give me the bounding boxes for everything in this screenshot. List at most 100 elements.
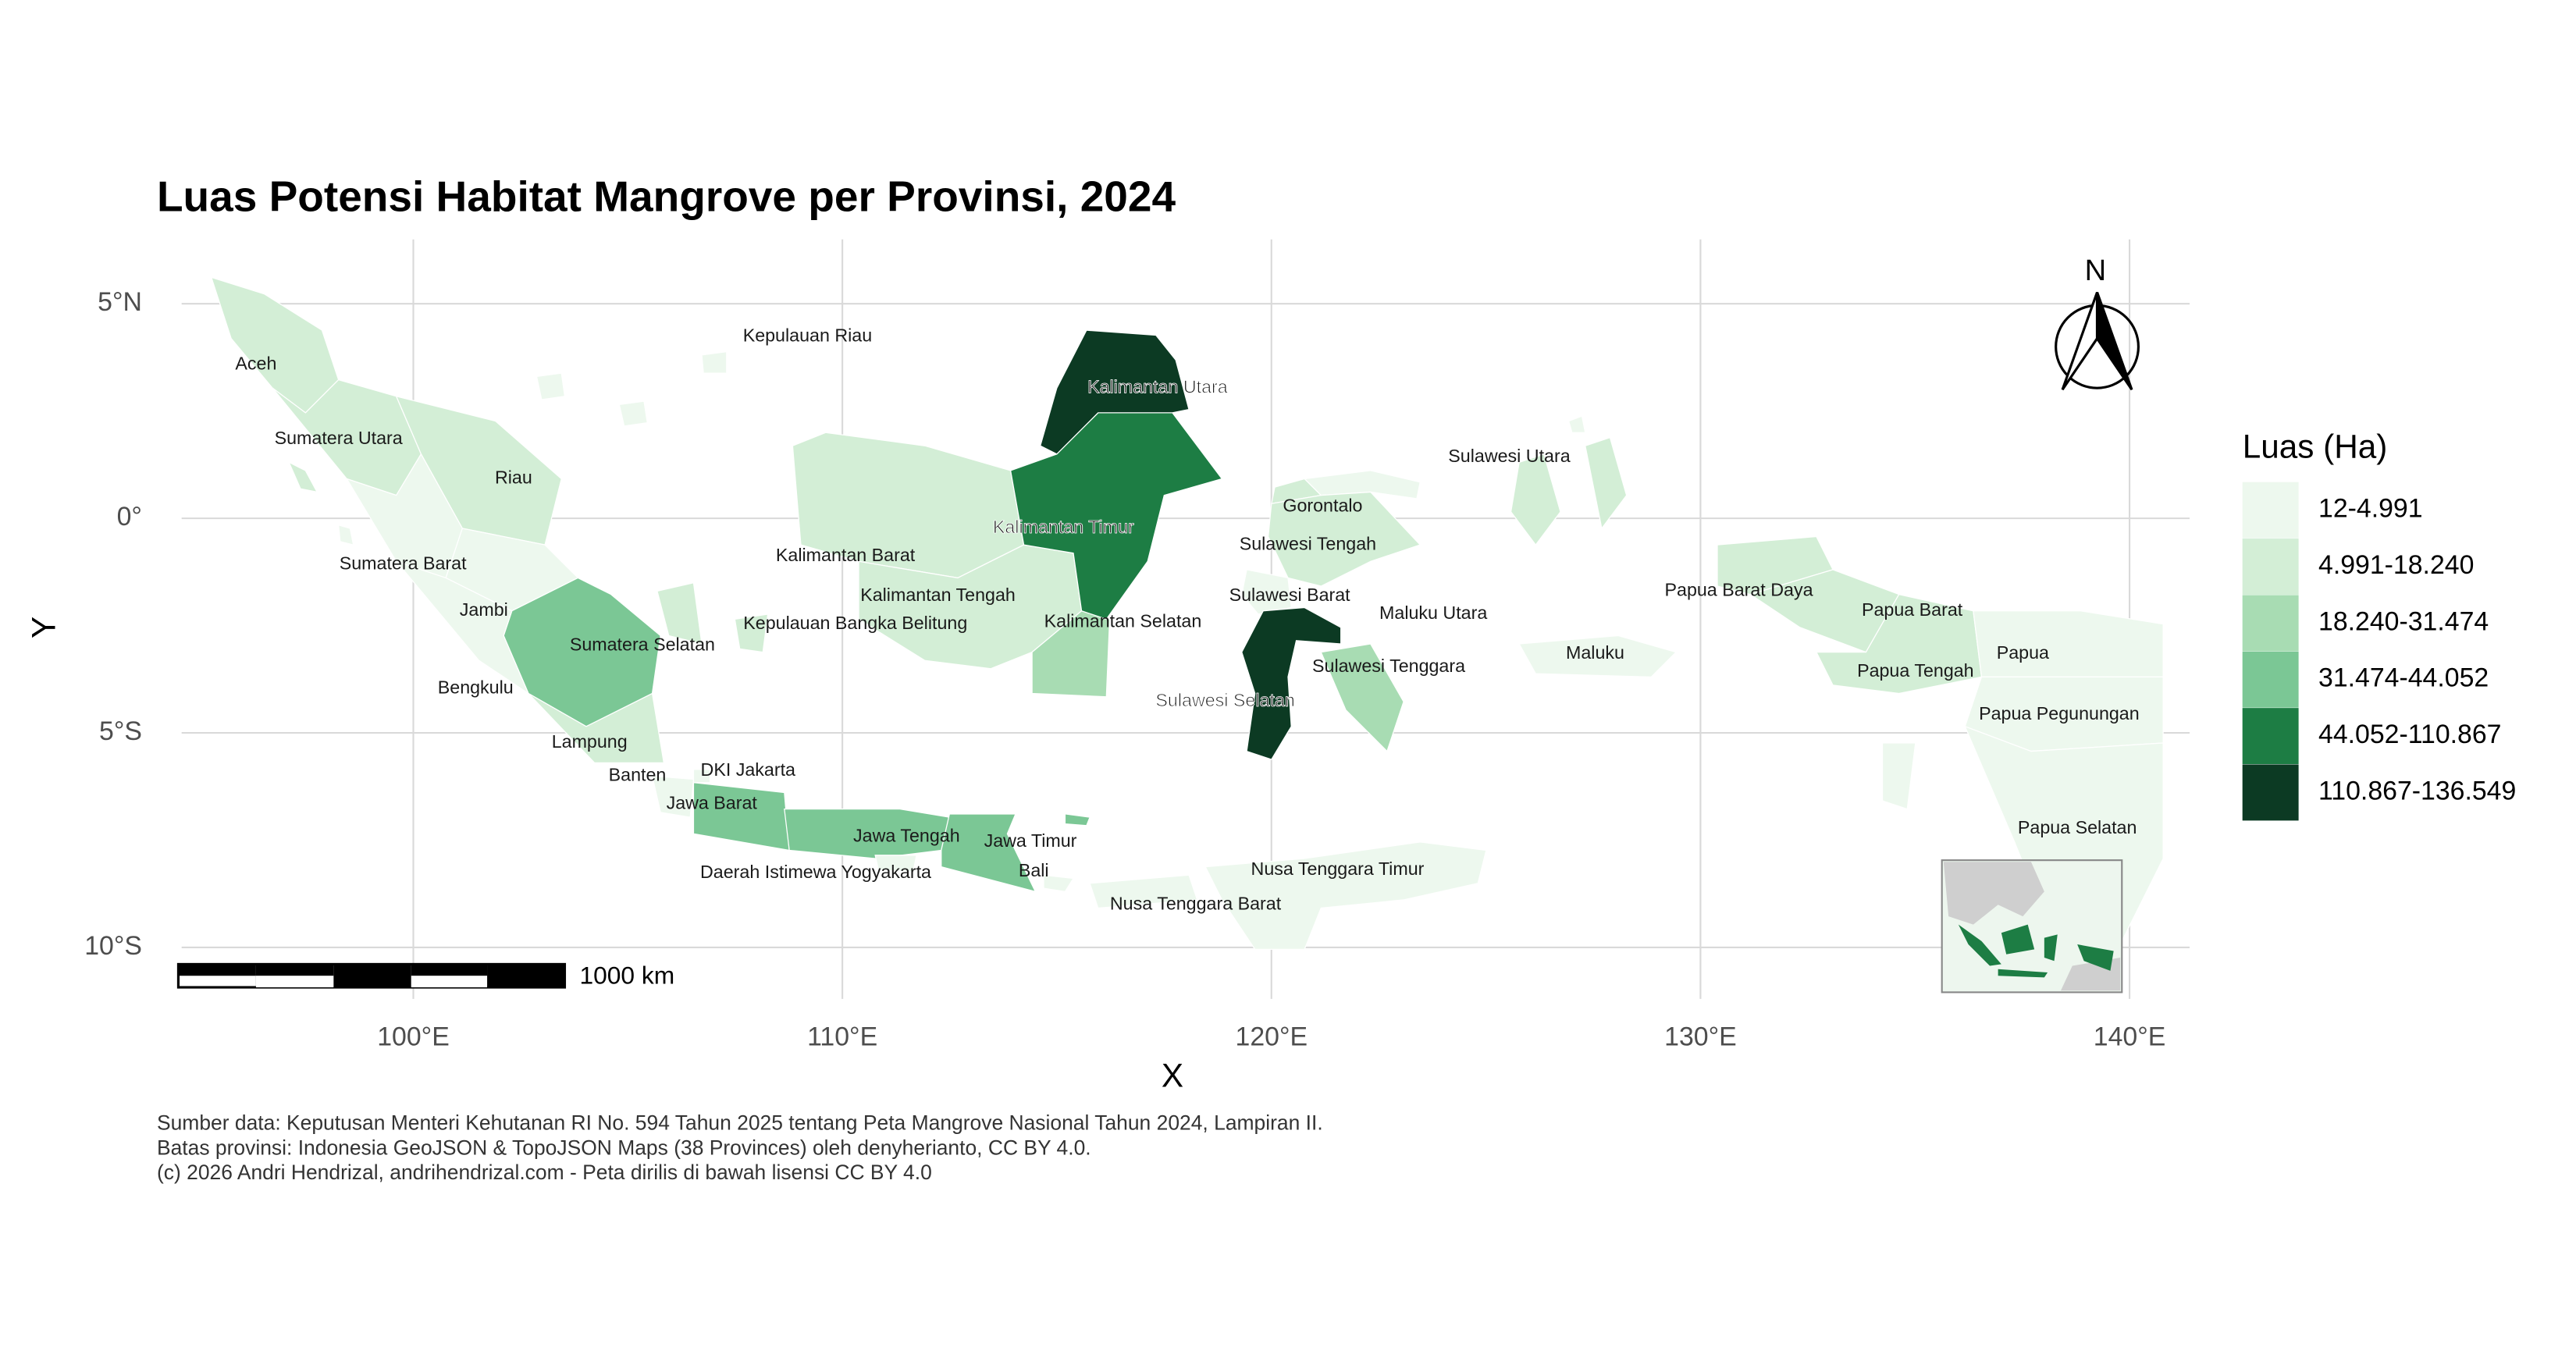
scale-segment: [411, 964, 488, 976]
province-label: Aceh: [235, 354, 276, 374]
legend: Luas (Ha) 12-4.991 4.991-18.240 18.240-31.…: [2242, 428, 2516, 821]
province-label: Sulawesi Barat: [1229, 585, 1351, 605]
province-label: Sulawesi Tengah: [1240, 533, 1376, 553]
province-label: Kalimantan Selatan: [1044, 611, 1202, 631]
province-label: Sumatera Utara: [275, 428, 403, 448]
province-shape: [651, 775, 695, 818]
province-label: Papua Selatan: [2018, 817, 2137, 837]
province-label: Bengkulu: [438, 677, 514, 697]
province-label: Jawa Tengah: [853, 826, 960, 846]
caption-line: Sumber data: Keputusan Menteri Kehutanan…: [157, 1111, 1323, 1135]
province-label: Kalimantan Utara: [1087, 376, 1228, 396]
province-shape: [287, 461, 318, 493]
province-label: Banten: [609, 764, 667, 784]
legend-swatch: [2242, 539, 2299, 595]
province-label: Sumatera Selatan: [570, 634, 715, 654]
province-label: Maluku: [1566, 642, 1624, 663]
y-tick-label: 0°: [117, 502, 142, 531]
province-shape: [1567, 415, 1586, 433]
inset-sulawesi: [2044, 934, 2058, 962]
province-label: Sulawesi Selatan: [1155, 690, 1294, 710]
legend-label: 110.867-136.549: [2318, 776, 2516, 805]
y-tick-label: 5°N: [98, 287, 142, 317]
province-label: Kepulauan Riau: [743, 325, 872, 346]
inset-map: [1941, 859, 2123, 994]
legend-swatch: [2242, 708, 2299, 765]
province-shape: [1510, 453, 1561, 546]
province-shape: [535, 372, 566, 400]
province-shape: [692, 769, 711, 784]
legend-title: Luas (Ha): [2243, 428, 2388, 465]
province-label: Nusa Tenggara Barat: [1110, 893, 1282, 913]
province-label: Daerah Istimewa Yogyakarta: [700, 862, 931, 882]
legend-label: 18.240-31.474: [2318, 606, 2489, 636]
province-shape: [1039, 329, 1190, 455]
y-axis-label: Y: [25, 617, 62, 638]
province-label: Kalimantan Timur: [993, 517, 1134, 537]
caption-line: Batas provinsi: Indonesia GeoJSON & Topo…: [157, 1136, 1091, 1159]
caption-line: (c) 2026 Andri Hendrizal, andrihendrizal…: [157, 1161, 932, 1184]
province-shape: [1031, 610, 1111, 698]
x-axis-label: X: [1162, 1058, 1183, 1094]
province-label: Kalimantan Tengah: [860, 585, 1016, 605]
province-label: Sulawesi Tenggara: [1312, 656, 1465, 676]
province-shape: [1204, 841, 1487, 951]
north-arrow-right: [2095, 291, 2133, 391]
x-tick-label: 120°E: [1236, 1022, 1308, 1052]
inset-mainland: [1943, 862, 2044, 925]
scale-segment: [255, 964, 334, 976]
province-label: Jawa Barat: [667, 792, 758, 812]
province-shape: [1881, 742, 1916, 810]
province-label: Kepulauan Bangka Belitung: [743, 613, 967, 633]
scale-bar-label: 1000 km: [580, 962, 675, 990]
y-tick-label: 5°S: [99, 716, 142, 746]
x-tick-label: 130°E: [1664, 1022, 1737, 1052]
province-shape: [1064, 813, 1091, 827]
province-label: Papua Pegunungan: [1979, 703, 2140, 723]
province-label: Nusa Tenggara Timur: [1251, 859, 1425, 879]
province-shape: [528, 692, 665, 763]
inset-kalimantan: [2001, 924, 2035, 955]
x-tick-label: 110°E: [807, 1022, 877, 1052]
x-tick-label: 100°E: [377, 1022, 450, 1052]
north-label: N: [2085, 254, 2107, 287]
province-shape: [941, 813, 1037, 893]
x-tick-label: 140°E: [2094, 1022, 2166, 1052]
province-label: Papua Tengah: [1857, 660, 1974, 681]
scale-segment: [487, 964, 565, 988]
province-label: Kalimantan Barat: [776, 545, 916, 565]
scale-bar: 1000 km: [176, 962, 675, 990]
north-arrow: N: [2055, 254, 2140, 391]
province-shape: [1241, 606, 1342, 760]
province-shape: [1320, 643, 1404, 752]
inset-java: [1998, 969, 2048, 978]
province-shape: [1267, 491, 1421, 587]
province-label: Jambi: [460, 599, 508, 620]
map-title: Luas Potensi Habitat Mangrove per Provin…: [157, 172, 1176, 221]
province-shape: [734, 613, 769, 653]
province-label: Lampung: [552, 731, 628, 752]
province-label: Maluku Utara: [1379, 603, 1487, 623]
legend-label: 4.991-18.240: [2318, 550, 2474, 580]
province-label: Papua: [1997, 642, 2049, 663]
legend-swatch: [2242, 482, 2299, 539]
legend-swatch: [2242, 651, 2299, 708]
inset-papua: [2077, 944, 2114, 971]
y-tick-label: 10°S: [84, 931, 142, 961]
inset-sumatra: [1958, 924, 2001, 966]
province-shape: [1089, 874, 1198, 909]
scale-segment: [255, 976, 334, 988]
province-shape: [1585, 436, 1628, 530]
province-label: Gorontalo: [1283, 496, 1362, 516]
province-shape: [1518, 635, 1678, 677]
province-labels: Aceh Sumatera Utara Riau Sumatera Barat Jamb…: [235, 325, 2139, 914]
scale-segment: [411, 976, 488, 988]
legend-label: 12-4.991: [2318, 494, 2423, 524]
province-label: Bali: [1019, 860, 1049, 880]
province-label: Papua Barat: [1862, 599, 1963, 620]
province-label: Jawa Timur: [984, 830, 1077, 851]
provinces: [210, 276, 2164, 958]
legend-label: 44.052-110.867: [2318, 720, 2502, 749]
